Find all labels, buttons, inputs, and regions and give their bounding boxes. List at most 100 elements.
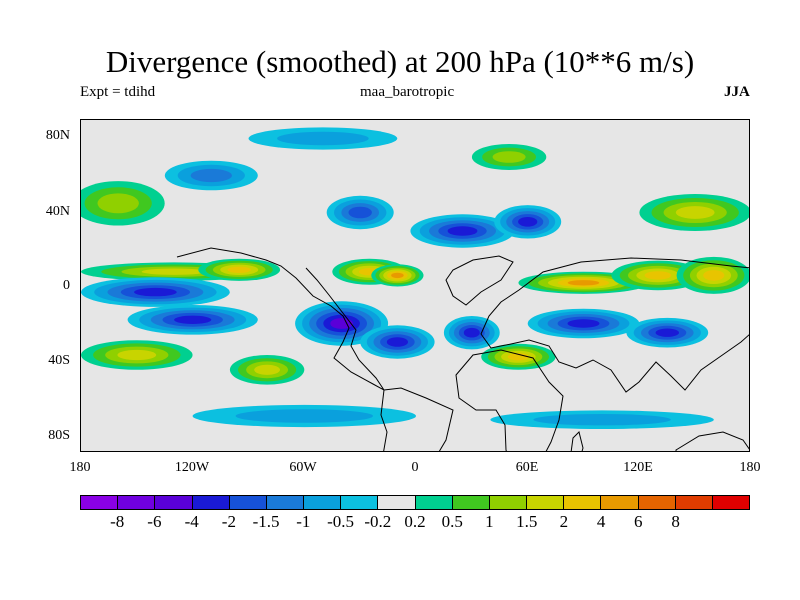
colorbar-tick-label: -0.5: [327, 512, 355, 531]
anomaly-contour: [117, 349, 157, 361]
colorbar-tick-label: -4: [184, 512, 199, 531]
map-plot-area: [80, 119, 750, 452]
anomaly-sh-subtropical-pacific: [127, 305, 258, 335]
lon-label-120e: 120E: [623, 460, 653, 475]
case-label: maa_barotropic: [360, 84, 455, 100]
lon-label-120w: 120W: [174, 460, 210, 475]
anomaly-arctic: [248, 127, 398, 150]
anomaly-southern-africa: [443, 316, 500, 350]
anomaly-itcz-east-pacific: [198, 258, 281, 281]
colorbar-swatch: [341, 496, 379, 509]
anomaly-east-pacific: [81, 277, 230, 307]
season-label: JJA: [724, 84, 750, 100]
divergence-field: [81, 127, 749, 430]
anomaly-south-atlantic: [360, 325, 435, 359]
anomaly-contour: [277, 131, 369, 146]
colorbar-tick-label: 0.2: [404, 512, 426, 531]
anomaly-north-pacific: [81, 181, 165, 226]
colorbar-swatch: [638, 496, 676, 509]
anomaly-contour: [386, 337, 408, 347]
anomaly-west-pacific-warm-pool: [676, 256, 749, 294]
colorbar-tick-label: 1.5: [516, 512, 538, 531]
anomaly-contour: [141, 268, 207, 275]
anomaly-contour: [492, 151, 526, 163]
coastline-greenland: [445, 255, 514, 306]
anomaly-contour: [174, 315, 212, 324]
colorbar-swatch: [304, 496, 342, 509]
colorbar-swatch: [118, 496, 156, 509]
anomaly-west-africa-monsoon: [371, 264, 424, 287]
lon-label-60e: 60E: [515, 460, 539, 475]
colorbar-swatch: [229, 496, 267, 509]
chart-title: Divergence (smoothed) at 200 hPa (10**6 …: [105, 44, 695, 79]
colorbar-tick-label: -0.2: [364, 512, 392, 531]
coastline-africa: [455, 349, 564, 451]
anomaly-antarctic-coast: [192, 404, 416, 428]
colorbar-swatch: [81, 496, 119, 509]
lat-label-40s: 40S: [48, 353, 70, 368]
anomaly-contour: [567, 280, 600, 286]
coastline-australia: [675, 431, 749, 451]
anomaly-australia: [626, 317, 709, 348]
colorbar-swatch: [712, 496, 750, 509]
colorbar-swatch: [527, 496, 565, 509]
anomaly-contour: [463, 327, 480, 338]
lon-label-180w: 180: [69, 460, 91, 475]
colorbar-tick-label: -6: [147, 512, 162, 531]
anomaly-contour: [254, 364, 280, 375]
anomaly-contour: [134, 287, 177, 297]
colorbar-swatch: [564, 496, 602, 509]
anomaly-contour: [391, 272, 404, 279]
lat-label-80n: 80N: [45, 128, 70, 143]
lon-label-60w: 60W: [289, 460, 317, 475]
anomaly-contour: [235, 409, 373, 423]
colorbar-tick-label: 1: [485, 512, 494, 531]
lon-label-0: 0: [411, 460, 419, 475]
colorbar-swatch: [415, 496, 453, 509]
anomaly-contour: [644, 271, 672, 280]
colorbar: [80, 495, 750, 510]
colorbar-tick-label: -8: [110, 512, 125, 531]
anomaly-south-pacific: [229, 355, 305, 385]
coastline-north-america: [176, 247, 385, 391]
anomaly-contour: [567, 319, 600, 328]
anomaly-nw-pacific: [639, 194, 749, 231]
divergence-map: [81, 120, 749, 451]
anomaly-contour: [703, 270, 725, 281]
anomaly-north-atlantic: [326, 195, 394, 230]
anomaly-contour: [190, 168, 232, 183]
colorbar-swatch: [452, 496, 490, 509]
lat-label-40n: 40N: [45, 204, 70, 219]
experiment-label: Expt = tdihd: [80, 84, 156, 100]
colorbar-swatch: [155, 496, 193, 509]
anomaly-south-indian-ocean: [527, 308, 640, 339]
colorbar-tick-label: -2: [221, 512, 236, 531]
coastline-madagascar: [570, 431, 584, 451]
anomaly-contour: [533, 414, 671, 426]
anomaly-contour: [227, 266, 251, 273]
colorbar-tick-label: 6: [634, 512, 643, 531]
anomaly-contour: [507, 353, 529, 361]
anomaly-contour: [655, 328, 679, 337]
colorbar-swatch: [192, 496, 230, 509]
colorbar-tick-label: 8: [671, 512, 680, 531]
anomaly-antarctic-coast-east: [490, 410, 714, 430]
anomaly-contour: [447, 226, 478, 236]
anomaly-siberia: [471, 144, 547, 170]
lat-label-equator: 0: [63, 278, 70, 293]
anomaly-contour: [518, 217, 538, 227]
colorbar-tick-label: 4: [596, 512, 606, 531]
anomaly-contour: [330, 318, 353, 329]
anomaly-mediterranean: [410, 214, 515, 248]
colorbar-tick-label: -1.5: [252, 512, 280, 531]
colorbar-tick-label: 2: [559, 512, 569, 531]
anomaly-central-asia: [494, 205, 562, 239]
colorbar-swatch: [378, 496, 416, 509]
anomaly-contour: [97, 193, 139, 214]
colorbar-tick-label: 0.5: [441, 512, 463, 531]
coastline-south-america: [380, 387, 454, 451]
colorbar-swatch: [675, 496, 713, 509]
lon-label-180e: 180: [739, 460, 761, 475]
colorbar-swatch: [489, 496, 528, 509]
coastlines: [176, 247, 749, 451]
